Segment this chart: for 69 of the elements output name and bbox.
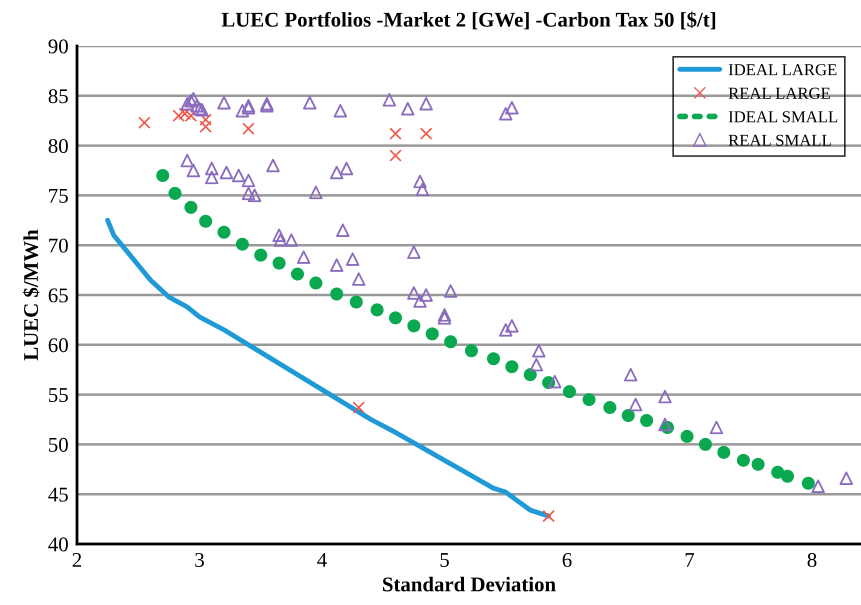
y-tick-label: 50 (49, 438, 68, 452)
point (352, 401, 365, 414)
point (524, 368, 537, 382)
line-series (105, 218, 552, 519)
point (138, 116, 151, 129)
point (350, 295, 363, 308)
point (582, 393, 596, 406)
point (290, 268, 304, 281)
y-tick-label: 55 (49, 388, 68, 402)
point (542, 510, 555, 522)
x-tick-label: 3 (195, 552, 204, 567)
point (178, 108, 192, 120)
point (254, 248, 268, 262)
point (771, 466, 784, 479)
point (420, 127, 432, 140)
point (562, 385, 576, 398)
point (388, 311, 402, 324)
point (330, 288, 344, 301)
y-tick-label: 45 (48, 488, 68, 502)
x-tick-label: 8 (808, 552, 816, 567)
point (184, 200, 198, 214)
point (505, 360, 518, 374)
point (698, 438, 712, 451)
chart-title: LUEC Portfolios -Market 2 [GWe] -Carbon Tax 50 [$/t] (222, 11, 716, 30)
point (272, 256, 286, 270)
point (199, 214, 212, 228)
x-tick-label: 5 (440, 553, 449, 567)
point (168, 186, 182, 200)
y-tick-label: 40 (48, 537, 68, 552)
point (464, 344, 478, 358)
point (717, 446, 730, 459)
point (640, 414, 654, 427)
y-axis-title: LUEC $/MWh (22, 230, 40, 360)
point (199, 120, 212, 133)
point (736, 454, 750, 467)
point (217, 226, 231, 239)
point (603, 401, 616, 414)
point (780, 470, 794, 483)
y-tick-label: 60 (48, 338, 68, 352)
point (444, 335, 458, 348)
legend-label: REAL LARGE (728, 88, 830, 99)
point (486, 352, 500, 366)
x-tick-label: 2 (72, 552, 82, 567)
point (156, 168, 170, 182)
y-tick-label: 65 (48, 288, 68, 302)
legend-label: IDEAL SMALL (728, 111, 838, 122)
y-tick-label: 70 (49, 238, 68, 253)
x-tick-label: 4 (317, 553, 327, 567)
point (426, 327, 439, 340)
x-axis-title: Standard Deviation (383, 576, 556, 592)
y-tick-label: 80 (48, 138, 68, 154)
legend-label: REAL SMALL (728, 134, 831, 146)
point (680, 430, 694, 443)
point (389, 127, 402, 140)
point (236, 238, 249, 251)
y-tick-label: 85 (48, 89, 68, 104)
y-tick-label: 90 (48, 39, 68, 54)
point (309, 276, 322, 290)
point (370, 303, 384, 316)
y-tick-label: 75 (49, 188, 68, 203)
x-tick-label: 6 (562, 552, 572, 567)
point (622, 409, 635, 422)
point (389, 149, 402, 162)
point (242, 122, 255, 135)
x-tick-label: 7 (686, 553, 694, 567)
point (802, 476, 815, 490)
point (752, 458, 765, 471)
legend-label: IDEAL LARGE (728, 64, 836, 76)
point (407, 319, 420, 332)
